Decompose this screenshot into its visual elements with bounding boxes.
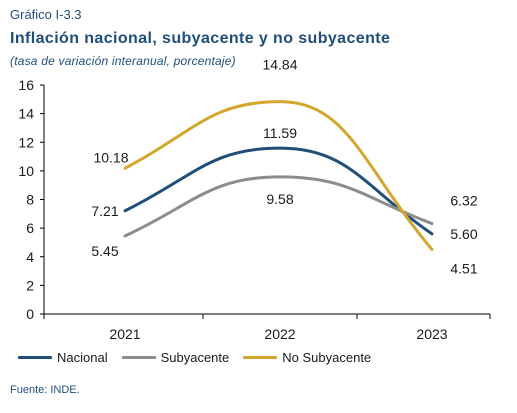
x-tick-label: 2021 xyxy=(109,326,140,342)
legend-label-no-subyacente: No Subyacente xyxy=(282,350,372,365)
y-tick-label: 12 xyxy=(18,134,34,150)
x-tick-label: 2023 xyxy=(416,326,447,342)
legend-item-nacional: Nacional xyxy=(18,350,108,365)
chart-legend: Nacional Subyacente No Subyacente xyxy=(18,350,385,365)
legend-swatch-nacional xyxy=(18,356,52,359)
figure-number: Gráfico I-3.3 xyxy=(10,7,82,22)
legend-swatch-no-subyacente xyxy=(243,356,278,359)
data-label-nacional: 7.21 xyxy=(91,203,118,219)
y-tick-label: 10 xyxy=(18,163,34,179)
data-label-nacional: 11.59 xyxy=(263,125,297,141)
series-line-nacional xyxy=(123,146,434,236)
data-label-no-subyacente: 14.84 xyxy=(262,57,297,73)
y-tick-label: 2 xyxy=(26,277,34,293)
data-label-no-subyacente: 10.18 xyxy=(93,149,128,165)
y-tick-label: 6 xyxy=(26,220,34,236)
y-tick-label: 16 xyxy=(18,77,34,93)
series-line-no-subyacente xyxy=(123,100,434,251)
y-tick-label: 8 xyxy=(26,192,34,208)
data-label-subyacente: 9.58 xyxy=(266,191,293,207)
legend-item-no-subyacente: No Subyacente xyxy=(243,350,371,365)
source-note: Fuente: INDE. xyxy=(10,384,80,396)
x-tick-label: 2022 xyxy=(264,326,295,342)
y-tick-label: 14 xyxy=(18,106,34,122)
legend-swatch-subyacente xyxy=(121,356,156,359)
y-tick-label: 4 xyxy=(26,249,34,265)
chart-subtitle: (tasa de variación interanual, porcentaj… xyxy=(10,54,236,68)
legend-label-nacional: Nacional xyxy=(57,350,108,365)
data-label-subyacente: 6.32 xyxy=(450,193,477,209)
series-line-subyacente xyxy=(123,175,434,238)
legend-item-subyacente: Subyacente xyxy=(121,350,230,365)
data-label-subyacente: 5.45 xyxy=(91,243,118,259)
chart-title: Inflación nacional, subyacente y no suby… xyxy=(10,30,391,47)
y-tick-label: 0 xyxy=(26,306,34,322)
legend-label-subyacente: Subyacente xyxy=(160,350,230,365)
data-label-nacional: 5.60 xyxy=(450,226,477,242)
data-label-no-subyacente: 4.51 xyxy=(450,260,477,276)
